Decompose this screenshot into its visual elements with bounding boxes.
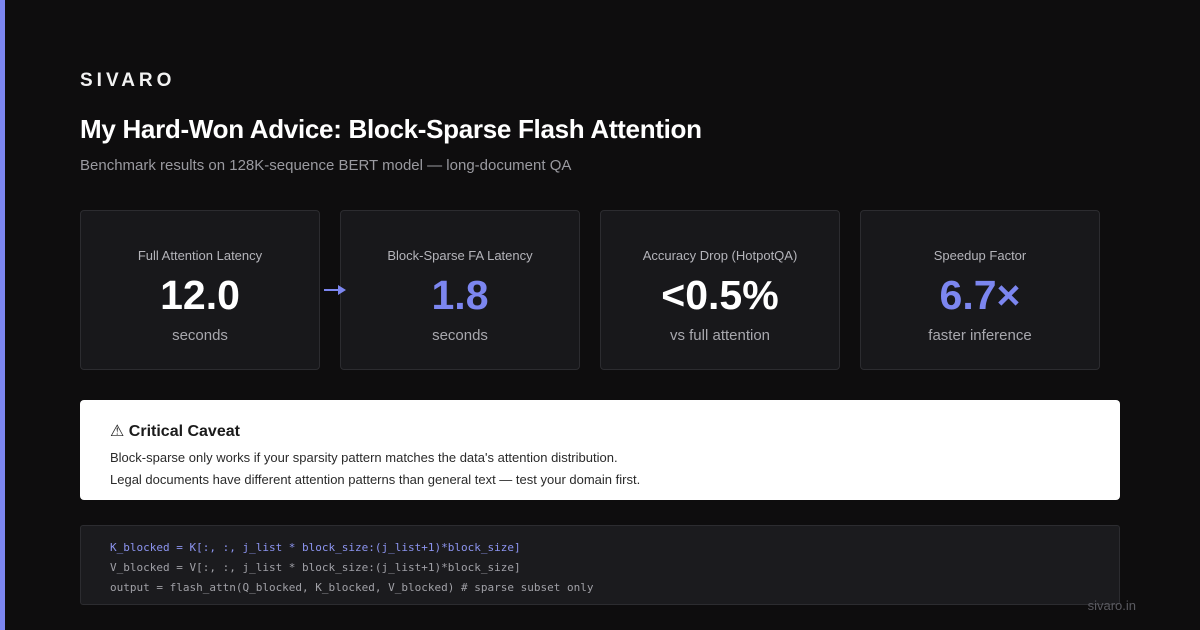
stat-label: Block-Sparse FA Latency (387, 248, 533, 263)
stat-label: Accuracy Drop (HotpotQA) (642, 248, 798, 263)
stat-label: Full Attention Latency (137, 248, 263, 263)
stat-unit: seconds (432, 327, 488, 344)
stat-label: Speedup Factor (933, 248, 1027, 263)
stat-unit: faster inference (928, 327, 1032, 344)
brand: SIVARO (80, 70, 176, 91)
caveat-box: ⚠ Critical Caveat Block-sparse only work… (80, 400, 1120, 500)
stat-card: Speedup Factor 6.7× faster inference (860, 210, 1100, 370)
stat-unit: seconds (172, 327, 228, 344)
stat-unit: vs full attention (669, 327, 771, 344)
code-line: V_blocked = V[:, :, j_list * block_size:… (110, 561, 521, 574)
caveat-title: ⚠ Critical Caveat (110, 423, 240, 440)
code-line: K_blocked = K[:, :, j_list * block_size:… (110, 541, 521, 554)
stat-value: 12.0 (160, 272, 240, 318)
code-block: K_blocked = K[:, :, j_list * block_size:… (80, 525, 1120, 605)
accent-strip (0, 0, 5, 630)
stat-value: <0.5% (661, 272, 779, 318)
arrow (324, 285, 346, 295)
title: My Hard-Won Advice: Block-Sparse Flash A… (80, 114, 702, 144)
caveat-line: Legal documents have different attention… (110, 472, 641, 487)
code-line: output = flash_attn(Q_blocked, K_blocked… (110, 581, 594, 594)
footer: sivaro.in (1087, 598, 1136, 613)
stat-value: 1.8 (431, 272, 489, 318)
subtitle: Benchmark results on 128K-sequence BERT … (80, 157, 572, 174)
stat-value: 6.7× (939, 272, 1021, 318)
stat-card: Full Attention Latency 12.0 seconds (80, 210, 320, 370)
caveat-line: Block-sparse only works if your sparsity… (110, 450, 618, 465)
stat-card: Block-Sparse FA Latency 1.8 seconds (340, 210, 580, 370)
stat-card: Accuracy Drop (HotpotQA) <0.5% vs full att… (600, 210, 840, 370)
